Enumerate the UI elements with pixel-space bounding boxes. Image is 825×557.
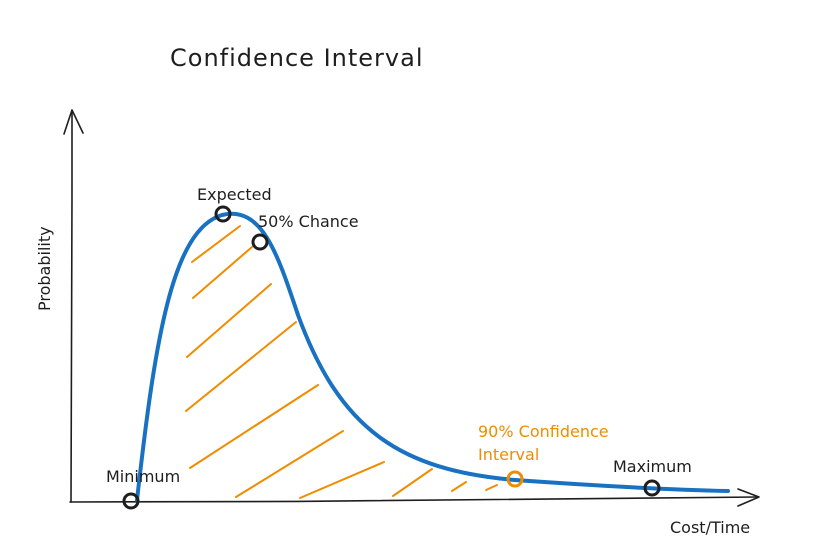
expected-label: Expected <box>197 185 272 204</box>
confidence-interval-hatching <box>185 225 498 499</box>
x-axis-label: Cost/Time <box>670 518 750 537</box>
expected-marker <box>214 205 232 223</box>
minimum-label: Minimum <box>106 467 180 486</box>
maximum-marker <box>643 479 661 497</box>
minimum-marker <box>122 492 140 510</box>
confidence-interval-label-line1: 90% Confidence <box>478 422 609 441</box>
y-axis <box>70 111 73 503</box>
fifty-percent-marker <box>251 233 269 251</box>
y-axis-arrowhead <box>63 109 84 135</box>
diagram-title: Confidence Interval <box>170 44 423 72</box>
x-axis-arrowhead <box>737 488 760 507</box>
confidence-interval-marker <box>506 470 524 488</box>
fifty-percent-label: 50% Chance <box>258 212 359 231</box>
y-axis-label: Probability <box>35 226 54 311</box>
distribution-curve <box>135 211 730 502</box>
x-axis <box>69 496 759 503</box>
confidence-interval-label-line2: Interval <box>478 445 539 464</box>
maximum-label: Maximum <box>613 457 692 476</box>
